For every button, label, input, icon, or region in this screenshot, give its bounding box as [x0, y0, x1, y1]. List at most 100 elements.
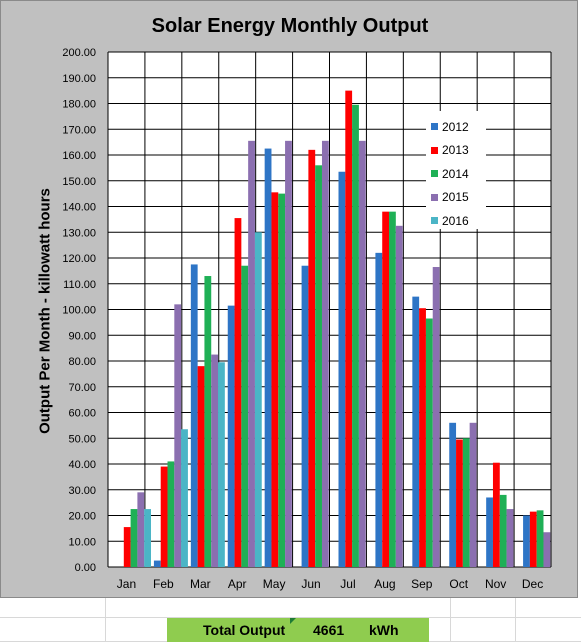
- chart-title: Solar Energy Monthly Output: [151, 15, 429, 37]
- bar-2012-may: [264, 148, 272, 567]
- legend-swatch: [431, 146, 438, 154]
- bar-2013-may: [271, 192, 279, 567]
- y-tick-label: 30.00: [68, 485, 96, 497]
- legend-item: 2012: [431, 115, 486, 139]
- bar-2012-feb: [153, 560, 161, 567]
- total-output-value: 4661: [313, 622, 345, 638]
- bar-2014-jan: [130, 509, 138, 567]
- total-output-cell[interactable]: Total Output 4661 kWh: [167, 618, 429, 642]
- bar-2013-dec: [529, 511, 537, 567]
- y-tick-label: 60.00: [68, 408, 96, 420]
- y-axis-label: Output Per Month - killowatt hours: [36, 188, 54, 434]
- bar-2014-dec: [536, 510, 544, 567]
- grid-col-line: [515, 598, 516, 642]
- grid-row-line: [0, 617, 581, 618]
- y-tick-label: 10.00: [68, 536, 96, 548]
- bar-2015-apr: [248, 140, 255, 567]
- y-tick-label: 100.00: [62, 305, 96, 317]
- y-tick-label: 80.00: [68, 356, 96, 368]
- x-tick-label: Nov: [485, 577, 506, 591]
- legend: 2012 2013 2014 2015 2016: [426, 111, 486, 229]
- y-tick-label: 150.00: [62, 176, 96, 188]
- grid-col-line: [105, 598, 106, 642]
- x-tick-label: Jun: [301, 577, 320, 591]
- bar-2014-oct: [462, 438, 470, 567]
- bar-2016-jan: [144, 509, 151, 567]
- legend-item: 2015: [431, 186, 486, 210]
- legend-swatch: [431, 217, 438, 225]
- legend-swatch: [431, 193, 438, 201]
- bar-2012-oct: [449, 422, 457, 567]
- legend-label: 2016: [442, 213, 469, 228]
- bar-2015-jun: [321, 140, 329, 567]
- bar-2015-dec: [543, 532, 551, 567]
- y-tick-label: 110.00: [63, 279, 96, 291]
- bar-2014-apr: [241, 265, 249, 567]
- bar-2014-feb: [167, 461, 175, 567]
- y-tick-label: 120.00: [62, 253, 96, 265]
- bar-2014-mar: [204, 276, 212, 567]
- bar-2015-nov: [506, 509, 514, 567]
- bar-2015-jul: [358, 140, 366, 567]
- bar-2012-dec: [523, 515, 530, 567]
- y-tick-label: 90.00: [68, 330, 96, 342]
- y-tick-label: 0.00: [75, 562, 96, 574]
- legend-label: 2013: [442, 143, 469, 158]
- bar-2013-jan: [123, 527, 131, 567]
- x-tick-label: Aug: [374, 577, 395, 591]
- bar-2013-feb: [160, 466, 168, 567]
- legend-swatch: [431, 170, 438, 178]
- bar-2013-sep: [419, 308, 426, 567]
- legend-swatch: [431, 123, 438, 131]
- y-tick-label: 180.00: [62, 99, 96, 111]
- bar-2015-mar: [211, 354, 219, 567]
- bar-2015-jan: [137, 492, 145, 567]
- legend-item: 2013: [431, 139, 486, 163]
- bar-2013-oct: [456, 439, 463, 567]
- x-tick-label: Dec: [522, 577, 543, 591]
- x-tick-label: Oct: [449, 577, 468, 591]
- y-tick-label: 130.00: [62, 227, 96, 239]
- legend-item: 2016: [431, 209, 486, 233]
- chart-plot: 0.00 10.00 20.00 30.00 40.00 50.00 60.00 70.00 8…: [62, 47, 552, 591]
- bar-2014-may: [278, 193, 286, 567]
- bar-2016-feb: [181, 429, 188, 567]
- y-tick-label: 50.00: [68, 433, 96, 445]
- y-tick-label: 140.00: [62, 202, 96, 214]
- y-tick-label: 20.00: [68, 511, 96, 523]
- bar-2013-jun: [308, 149, 316, 567]
- y-tick-label: 70.00: [68, 382, 96, 394]
- cell-comment-marker: [290, 618, 296, 624]
- y-tick-label: 40.00: [68, 459, 96, 471]
- legend-label: 2012: [442, 119, 469, 134]
- bar-2012-jul: [338, 171, 346, 568]
- bar-2012-nov: [486, 497, 493, 567]
- x-tick-label: Apr: [228, 577, 247, 591]
- bar-2013-mar: [197, 366, 205, 567]
- bar-2015-feb: [174, 304, 182, 567]
- y-tick-label: 170.00: [62, 124, 96, 136]
- bar-2013-apr: [234, 218, 242, 567]
- x-tick-label: May: [263, 577, 286, 591]
- bar-2015-oct: [469, 422, 477, 567]
- bar-2012-jun: [301, 265, 309, 567]
- bar-2012-apr: [227, 305, 235, 567]
- bar-2012-sep: [412, 296, 420, 567]
- bar-2014-sep: [425, 318, 433, 567]
- bar-2013-jul: [345, 90, 353, 567]
- y-tick-label: 160.00: [62, 150, 96, 162]
- legend-item: 2014: [431, 162, 486, 186]
- bar-2013-aug: [382, 211, 390, 567]
- x-tick-label: Mar: [190, 577, 211, 591]
- bar-2013-nov: [492, 462, 500, 567]
- bar-2012-aug: [375, 252, 383, 567]
- y-tick-label: 200.00: [62, 47, 96, 59]
- total-output-unit: kWh: [369, 622, 399, 638]
- total-output-label: Total Output: [203, 622, 286, 638]
- x-tick-label: Sep: [411, 577, 433, 591]
- bar-2015-may: [285, 140, 292, 567]
- bar-2015-aug: [395, 225, 403, 567]
- x-tick-label: Jul: [340, 577, 355, 591]
- legend-label: 2015: [442, 190, 469, 205]
- legend-label: 2014: [442, 166, 469, 181]
